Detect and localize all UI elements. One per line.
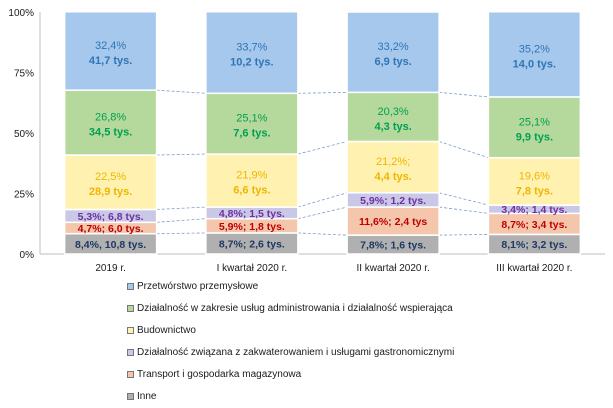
data-label: 21,9% (236, 170, 267, 182)
bar-segment (63, 11, 158, 91)
bar-segment (205, 11, 299, 95)
legend-label: Przetwórstwo przemysłowe (137, 280, 259, 292)
data-label: 4,4 tys. (374, 171, 411, 183)
data-label: 20,3% (378, 106, 409, 118)
data-label: 8,4%, 10,8 tys. (75, 239, 146, 251)
data-label: 8,7%; 2,6 tys. (219, 238, 285, 250)
data-label: 34,5 tys. (89, 127, 132, 139)
chart-svg: 0% 25% 50% 75% 100% 8,4%, 10,8 tys. 4,7%; 6,0 … (8, 8, 605, 274)
series-connector-line (297, 206, 348, 220)
legend-item: Transport i gospodarka magazynowa (127, 363, 607, 385)
bar-segment (487, 156, 582, 206)
bar-segment (205, 92, 299, 155)
legend-swatch (127, 348, 134, 356)
bar-segment (487, 96, 582, 159)
x-tick-label: 2019 r. (95, 263, 126, 274)
data-label: 8,1%; 3,2 tys. (501, 239, 567, 251)
x-tick-label: III kwartał 2020 r. (496, 263, 572, 274)
data-label: 14,0 tys. (513, 58, 556, 70)
legend-swatch (127, 304, 134, 312)
legend-item: Działalność w zakresie usług administrow… (127, 297, 607, 319)
x-tick-label: I kwartał 2020 r. (217, 263, 288, 274)
series-connector-line (439, 233, 489, 236)
data-label: 4,3 tys. (374, 121, 411, 133)
data-label: 28,9 tys. (89, 186, 132, 198)
data-label: 26,8% (95, 112, 126, 124)
data-label: 5,9%; 1,2 tys. (360, 195, 426, 207)
series-connector-line (156, 218, 206, 223)
data-label: 4,8%; 1,5 tys. (219, 208, 285, 220)
data-label: 5,3%; 6,8 tys. (78, 211, 144, 223)
series-connector-line (439, 192, 489, 206)
series-connector-line (297, 141, 348, 155)
legend-label: Działalność w zakresie usług administrow… (137, 302, 453, 314)
data-label: 35,2% (519, 43, 550, 55)
data-label: 21,2%; (376, 156, 410, 168)
series-connector-line (156, 153, 206, 156)
series-connector-line (156, 206, 206, 210)
data-label: 10,2 tys. (230, 57, 273, 69)
data-label: 7,8 tys. (516, 185, 553, 197)
data-label: 41,7 tys. (89, 55, 132, 67)
chart-legend: Przetwórstwo przemysłowe Działalność w za… (127, 275, 607, 407)
x-tick-label: II kwartał 2020 r. (356, 263, 429, 274)
data-label: 33,2% (378, 41, 409, 53)
legend-swatch (127, 370, 134, 378)
data-label: 25,1% (236, 113, 267, 125)
y-tick-label: 75% (14, 69, 34, 80)
series-connector-line (439, 206, 489, 214)
series-connector-line (297, 232, 348, 236)
legend-label: Transport i gospodarka magazynowa (137, 368, 302, 380)
data-label: 7,6 tys. (233, 128, 270, 140)
data-label: 22,5% (95, 171, 126, 183)
data-label: 7,8%; 1,6 tys. (360, 240, 426, 252)
y-tick-label: 0% (20, 250, 35, 261)
data-label: 19,6% (519, 170, 550, 182)
data-label: 25,1% (519, 116, 550, 128)
data-label: 33,7% (236, 42, 267, 54)
y-tick-label: 50% (14, 129, 34, 140)
data-label: 9,9 tys. (516, 131, 553, 143)
legend-item: Budownictwo (127, 319, 607, 341)
series-connector-line (156, 232, 206, 235)
bar-segment (346, 206, 440, 236)
data-label: 8,7%; 3,4 tys. (501, 219, 567, 231)
legend-label: Działalność związana z zakwaterowaniem i… (137, 346, 455, 358)
series-connector-line (297, 91, 348, 94)
legend-item: Przetwórstwo przemysłowe (127, 275, 607, 297)
bar-segment (487, 11, 582, 98)
bar-segment (346, 11, 440, 94)
series-connector-line (297, 192, 348, 208)
data-label: 32,4% (95, 40, 126, 52)
series-connector-line (438, 141, 489, 159)
data-label: 3,4%; 1,4 tys. (501, 204, 567, 216)
legend-item: Działalność związana z zakwaterowaniem i… (127, 341, 607, 363)
legend-swatch (127, 282, 134, 290)
legend-item: Inne (127, 385, 607, 407)
series-connector-line (439, 91, 489, 98)
data-label: 4,7%; 6,0 tys. (78, 223, 144, 235)
data-label: 6,6 tys. (233, 185, 270, 197)
y-tick-label: 25% (14, 190, 34, 201)
bar-segment (63, 89, 158, 156)
legend-swatch (127, 392, 134, 400)
data-label: 6,9 tys. (374, 56, 411, 68)
legend-label: Inne (137, 390, 157, 402)
legend-label: Budownictwo (137, 324, 196, 336)
y-tick-label: 100% (8, 8, 34, 19)
data-label: 11,6%; 2,4 tys (359, 216, 427, 228)
legend-swatch (127, 326, 134, 334)
data-label: 5,9%; 1,8 tys. (219, 221, 285, 233)
bar-segment (205, 153, 299, 208)
series-connector-line (156, 89, 206, 94)
bar-segment (346, 91, 440, 143)
